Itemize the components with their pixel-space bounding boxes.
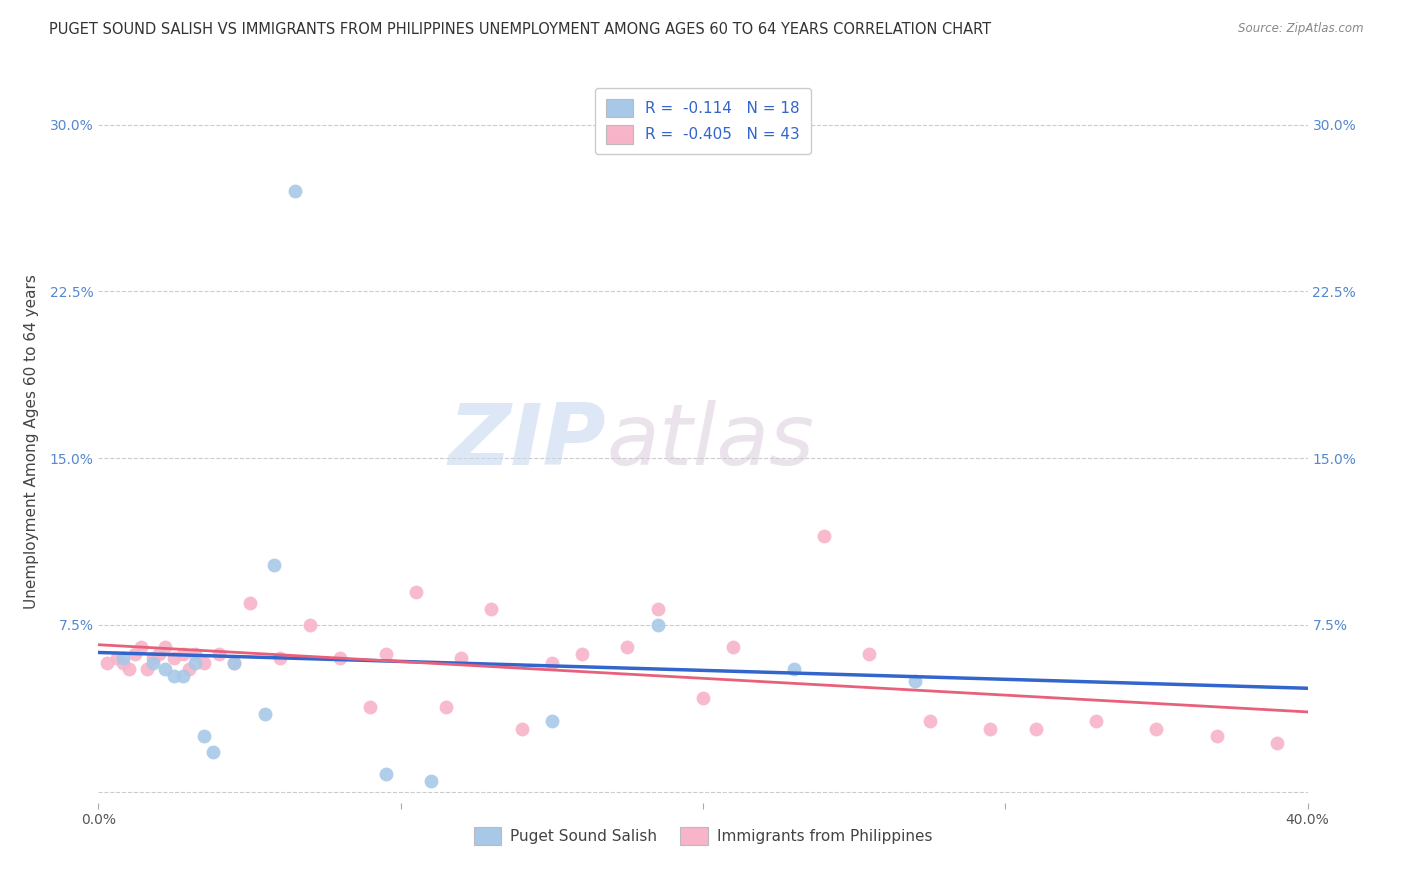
Point — [858, 647, 880, 661]
Point — [647, 602, 669, 616]
Point — [163, 651, 186, 665]
Point — [1267, 736, 1289, 750]
Point — [153, 662, 176, 676]
Point — [374, 767, 396, 781]
Point — [172, 647, 194, 661]
Point — [224, 656, 246, 670]
Point — [783, 662, 806, 676]
Point — [1085, 714, 1108, 728]
Point — [172, 669, 194, 683]
Point — [616, 640, 638, 655]
Point — [979, 723, 1001, 737]
Point — [142, 656, 165, 670]
Point — [269, 651, 291, 665]
Point — [124, 647, 146, 661]
Point — [129, 640, 152, 655]
Point — [111, 656, 134, 670]
Point — [253, 706, 276, 721]
Point — [193, 656, 215, 670]
Point — [142, 651, 165, 665]
Point — [540, 656, 562, 670]
Point — [360, 700, 382, 714]
Point — [405, 584, 427, 599]
Point — [105, 651, 128, 665]
Text: ZIP: ZIP — [449, 400, 606, 483]
Point — [647, 618, 669, 632]
Text: Source: ZipAtlas.com: Source: ZipAtlas.com — [1239, 22, 1364, 36]
Point — [1144, 723, 1167, 737]
Point — [692, 691, 714, 706]
Point — [481, 602, 503, 616]
Point — [374, 647, 396, 661]
Point — [239, 596, 262, 610]
Point — [813, 529, 835, 543]
Point — [299, 618, 322, 632]
Point — [148, 647, 170, 661]
Point — [904, 673, 927, 688]
Point — [184, 647, 207, 661]
Point — [135, 662, 157, 676]
Point — [510, 723, 533, 737]
Point — [571, 647, 593, 661]
Point — [193, 729, 215, 743]
Point — [450, 651, 472, 665]
Point — [224, 656, 246, 670]
Point — [202, 745, 225, 759]
Text: PUGET SOUND SALISH VS IMMIGRANTS FROM PHILIPPINES UNEMPLOYMENT AMONG AGES 60 TO : PUGET SOUND SALISH VS IMMIGRANTS FROM PH… — [49, 22, 991, 37]
Point — [184, 656, 207, 670]
Point — [111, 651, 134, 665]
Point — [540, 714, 562, 728]
Point — [163, 669, 186, 683]
Point — [208, 647, 231, 661]
Point — [434, 700, 457, 714]
Point — [723, 640, 745, 655]
Y-axis label: Unemployment Among Ages 60 to 64 years: Unemployment Among Ages 60 to 64 years — [24, 274, 38, 609]
Point — [263, 558, 285, 572]
Point — [1024, 723, 1046, 737]
Point — [96, 656, 118, 670]
Legend: Puget Sound Salish, Immigrants from Philippines: Puget Sound Salish, Immigrants from Phil… — [465, 819, 941, 853]
Point — [118, 662, 141, 676]
Text: atlas: atlas — [606, 400, 814, 483]
Point — [420, 773, 443, 788]
Point — [179, 662, 201, 676]
Point — [1206, 729, 1229, 743]
Point — [153, 640, 176, 655]
Point — [918, 714, 941, 728]
Point — [329, 651, 352, 665]
Point — [284, 185, 307, 199]
